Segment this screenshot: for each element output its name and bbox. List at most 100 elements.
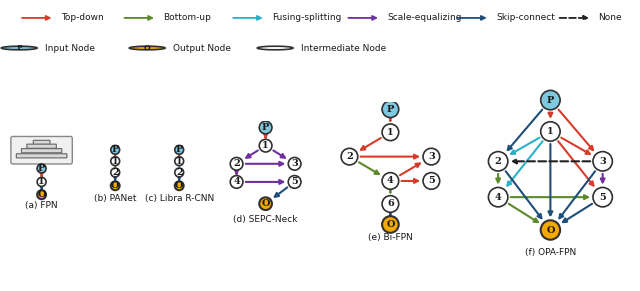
FancyArrowPatch shape bbox=[113, 150, 117, 155]
FancyArrowPatch shape bbox=[400, 164, 420, 175]
Text: Output Node: Output Node bbox=[173, 44, 231, 52]
Circle shape bbox=[382, 173, 399, 189]
Circle shape bbox=[37, 164, 46, 173]
Text: O: O bbox=[144, 44, 150, 52]
FancyArrowPatch shape bbox=[601, 174, 605, 182]
FancyArrowPatch shape bbox=[113, 175, 117, 180]
Text: Bottom-up: Bottom-up bbox=[163, 13, 211, 22]
Text: P: P bbox=[547, 95, 554, 104]
FancyArrowPatch shape bbox=[511, 138, 540, 154]
FancyArrowPatch shape bbox=[388, 187, 392, 192]
FancyArrowPatch shape bbox=[264, 133, 268, 137]
FancyArrowPatch shape bbox=[246, 162, 283, 166]
FancyArrowPatch shape bbox=[235, 169, 239, 174]
Text: (a) FPN: (a) FPN bbox=[26, 201, 58, 210]
Text: None: None bbox=[598, 13, 622, 22]
Circle shape bbox=[541, 91, 560, 110]
FancyArrowPatch shape bbox=[401, 179, 418, 183]
Text: 1: 1 bbox=[176, 157, 182, 166]
FancyArrowPatch shape bbox=[359, 162, 379, 174]
Circle shape bbox=[593, 152, 612, 171]
Circle shape bbox=[382, 101, 399, 118]
FancyArrowPatch shape bbox=[513, 159, 590, 163]
FancyArrowPatch shape bbox=[559, 110, 593, 150]
Text: O: O bbox=[37, 190, 46, 199]
Circle shape bbox=[37, 190, 46, 199]
Text: Intermediate Node: Intermediate Node bbox=[301, 44, 386, 52]
Text: 5: 5 bbox=[428, 176, 435, 185]
FancyArrowPatch shape bbox=[509, 204, 538, 222]
Text: Fusing-splitting: Fusing-splitting bbox=[272, 13, 341, 22]
Text: O: O bbox=[386, 220, 395, 229]
Text: (f) OPA-FPN: (f) OPA-FPN bbox=[525, 248, 576, 257]
Text: O: O bbox=[175, 181, 184, 190]
Text: O: O bbox=[111, 181, 120, 190]
FancyArrowPatch shape bbox=[558, 141, 593, 186]
Text: O: O bbox=[546, 226, 555, 235]
Text: 1: 1 bbox=[387, 128, 394, 137]
Circle shape bbox=[175, 168, 184, 177]
FancyBboxPatch shape bbox=[17, 154, 67, 158]
Text: 4: 4 bbox=[387, 176, 394, 185]
Text: 1: 1 bbox=[262, 141, 269, 150]
FancyArrowPatch shape bbox=[246, 150, 258, 158]
Circle shape bbox=[423, 148, 440, 165]
FancyArrowPatch shape bbox=[508, 110, 542, 150]
Circle shape bbox=[111, 146, 120, 154]
FancyArrowPatch shape bbox=[548, 144, 552, 215]
Text: Input Node: Input Node bbox=[45, 44, 95, 52]
Text: 3: 3 bbox=[291, 159, 298, 168]
FancyArrowPatch shape bbox=[511, 195, 588, 199]
FancyArrowPatch shape bbox=[361, 138, 381, 150]
FancyArrowPatch shape bbox=[548, 113, 552, 117]
Text: 3: 3 bbox=[599, 157, 606, 166]
Circle shape bbox=[111, 168, 120, 177]
FancyBboxPatch shape bbox=[27, 144, 56, 148]
Circle shape bbox=[257, 46, 293, 50]
Text: 2: 2 bbox=[176, 168, 182, 177]
FancyArrowPatch shape bbox=[506, 171, 541, 218]
Text: 6: 6 bbox=[387, 199, 394, 208]
FancyArrowPatch shape bbox=[40, 171, 44, 176]
Text: P: P bbox=[175, 145, 183, 154]
Text: P: P bbox=[387, 105, 394, 114]
Text: 1: 1 bbox=[547, 127, 554, 136]
FancyArrowPatch shape bbox=[360, 155, 418, 159]
Text: 2: 2 bbox=[346, 152, 353, 161]
FancyArrowPatch shape bbox=[563, 204, 592, 222]
Text: (c) Libra R-CNN: (c) Libra R-CNN bbox=[145, 194, 214, 203]
Circle shape bbox=[175, 146, 184, 154]
Circle shape bbox=[541, 220, 560, 240]
Text: 5: 5 bbox=[599, 193, 606, 202]
FancyArrowPatch shape bbox=[273, 150, 285, 158]
Circle shape bbox=[1, 46, 37, 50]
FancyBboxPatch shape bbox=[11, 136, 72, 164]
FancyArrowPatch shape bbox=[113, 162, 117, 166]
Text: 5: 5 bbox=[291, 178, 298, 187]
Text: (e) Bi-FPN: (e) Bi-FPN bbox=[368, 233, 413, 242]
Circle shape bbox=[541, 122, 560, 141]
Circle shape bbox=[259, 121, 272, 134]
Circle shape bbox=[175, 157, 184, 166]
Circle shape bbox=[175, 181, 184, 190]
Circle shape bbox=[288, 175, 301, 188]
Circle shape bbox=[230, 175, 243, 188]
Text: 2: 2 bbox=[112, 168, 118, 177]
Circle shape bbox=[111, 181, 120, 190]
FancyArrowPatch shape bbox=[559, 171, 595, 218]
Text: P: P bbox=[111, 145, 119, 154]
Circle shape bbox=[382, 216, 399, 233]
Text: Skip-connect: Skip-connect bbox=[496, 13, 555, 22]
Circle shape bbox=[382, 124, 399, 141]
Circle shape bbox=[259, 197, 272, 210]
Circle shape bbox=[341, 148, 358, 165]
Circle shape bbox=[288, 157, 301, 170]
Circle shape bbox=[488, 187, 508, 207]
Circle shape bbox=[37, 178, 46, 186]
FancyArrowPatch shape bbox=[388, 210, 392, 215]
Text: 1: 1 bbox=[38, 178, 45, 187]
FancyArrowPatch shape bbox=[508, 141, 543, 186]
FancyArrowPatch shape bbox=[246, 180, 283, 184]
FancyArrowPatch shape bbox=[177, 162, 181, 166]
Text: 4: 4 bbox=[495, 193, 502, 202]
